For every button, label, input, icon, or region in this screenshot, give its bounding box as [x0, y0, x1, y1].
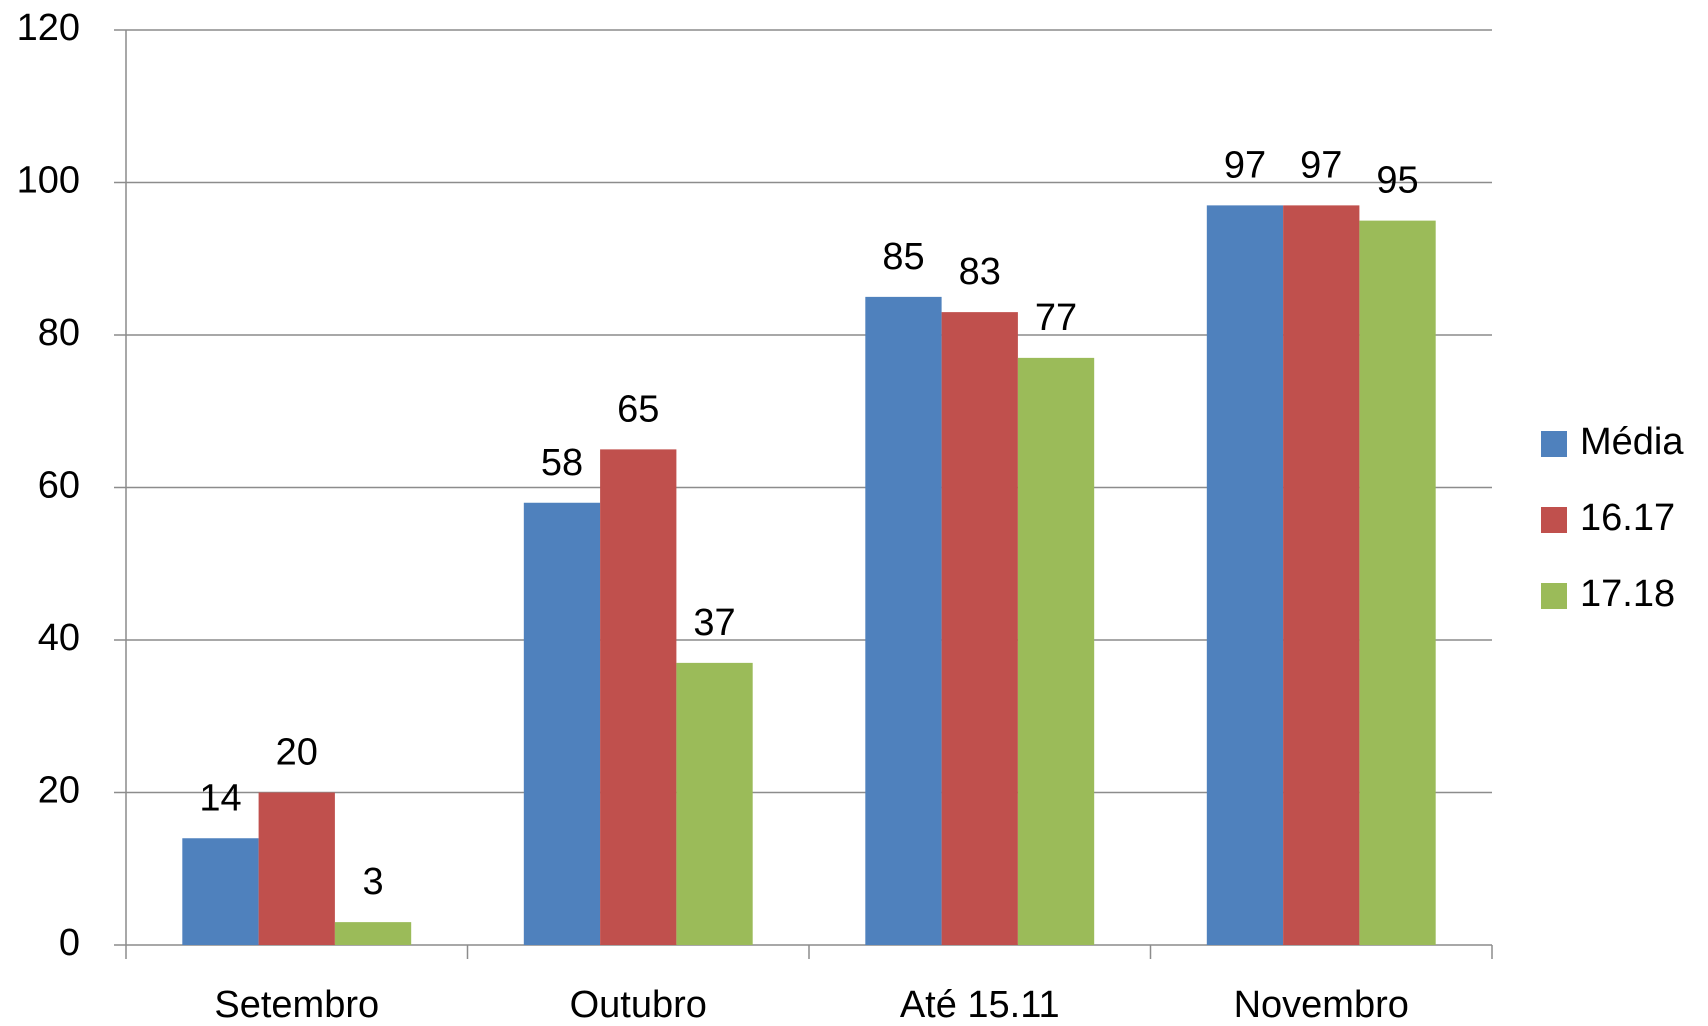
x-tick-label: Até 15.11 — [900, 984, 1060, 1026]
x-tick-label: Setembro — [214, 984, 379, 1026]
y-tick-label: 120 — [17, 7, 80, 49]
data-label: 14 — [199, 777, 241, 819]
data-label: 58 — [541, 442, 583, 484]
legend-label: Média — [1580, 421, 1684, 463]
x-tick-label: Outubro — [570, 984, 707, 1026]
bar — [1206, 205, 1284, 945]
bar — [1017, 357, 1095, 945]
data-label: 20 — [276, 732, 318, 774]
legend-swatch — [1541, 583, 1567, 609]
data-label: 97 — [1300, 144, 1342, 186]
bar — [676, 662, 753, 945]
bar — [865, 296, 942, 945]
bar — [941, 312, 1018, 945]
data-label: 77 — [1035, 297, 1077, 339]
bar — [600, 449, 677, 945]
data-label: 83 — [959, 251, 1001, 293]
legend-swatch — [1541, 507, 1567, 533]
y-tick-label: 100 — [17, 160, 80, 202]
bar — [1359, 220, 1436, 945]
bar — [258, 792, 335, 945]
y-tick-label: 80 — [38, 312, 80, 354]
x-tick-label: Novembro — [1234, 984, 1409, 1026]
bar — [523, 502, 601, 945]
data-label: 65 — [617, 388, 659, 430]
data-label: 3 — [362, 861, 383, 903]
legend-label: 17.18 — [1580, 573, 1675, 615]
legend-swatch — [1541, 431, 1567, 457]
y-tick-label: 0 — [59, 922, 80, 964]
data-label: 97 — [1224, 144, 1266, 186]
bar — [182, 838, 259, 945]
data-label: 95 — [1376, 160, 1418, 202]
y-tick-label: 20 — [38, 770, 80, 812]
bar — [1283, 205, 1360, 945]
y-tick-label: 60 — [38, 465, 80, 507]
y-tick-label: 40 — [38, 617, 80, 659]
legend-label: 16.17 — [1580, 497, 1675, 539]
data-label: 85 — [882, 236, 924, 278]
data-label: 37 — [693, 602, 735, 644]
bar — [334, 922, 412, 945]
